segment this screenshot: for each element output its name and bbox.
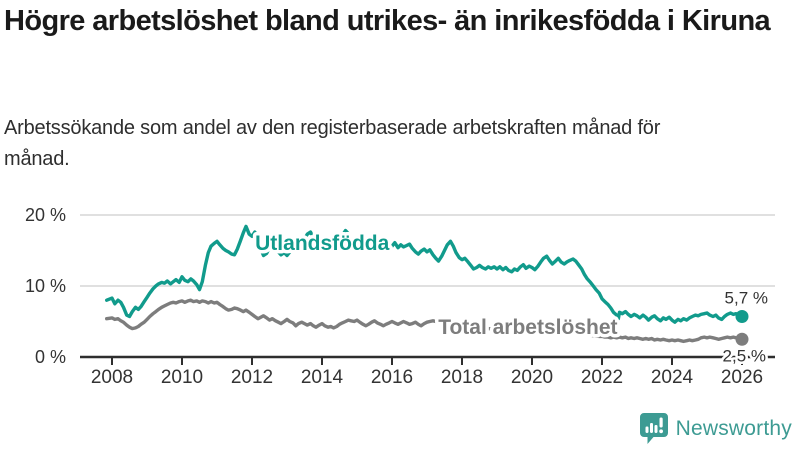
x-tick-label: 2008	[91, 367, 133, 388]
y-tick-label: 0 %	[35, 347, 66, 367]
end-dot-total	[735, 332, 749, 346]
brand-name: Newsworthy	[675, 416, 792, 440]
x-tick-label: 2016	[371, 367, 413, 388]
gridlines: 0 % 10 % 20 %	[25, 205, 775, 367]
y-tick-label: 20 %	[25, 205, 66, 225]
x-tick-label: 2018	[441, 367, 483, 388]
brand-footer: Newsworthy	[639, 412, 792, 445]
end-dot-utlandsfodda	[735, 310, 749, 324]
chart-subtitle: Arbetssökande som andel av den registerb…	[4, 117, 661, 170]
chart-header: Högre arbetslöshet bland utrikes- än inr…	[4, 3, 796, 170]
x-tick-label: 2020	[511, 367, 553, 388]
newsworthy-logo-icon	[639, 413, 668, 444]
line-utlandsfodda	[105, 224, 744, 324]
x-tick-label: 2026	[721, 367, 763, 388]
line-total-arbetsloshet	[105, 298, 744, 344]
chart-title: Högre arbetslöshet bland utrikes- än inr…	[4, 5, 771, 37]
x-tick-label: 2022	[581, 367, 623, 388]
series-label-total: Total arbetslöshet	[438, 316, 617, 339]
x-tick-label: 2010	[161, 367, 203, 388]
series-label-utlandsfodda: Utlandsfödda	[255, 232, 389, 255]
y-tick-label: 10 %	[25, 276, 66, 296]
end-value-label-total: 2,5 %	[723, 346, 766, 365]
x-axis: 2008 2010 2012 2014 2016 2018 2020 2022 2024 2026	[91, 357, 763, 388]
x-tick-label: 2012	[231, 367, 273, 388]
x-tick-label: 2024	[651, 367, 694, 388]
end-value-label-utlandsfodda: 5,7 %	[725, 289, 768, 308]
x-tick-label: 2014	[301, 367, 344, 388]
